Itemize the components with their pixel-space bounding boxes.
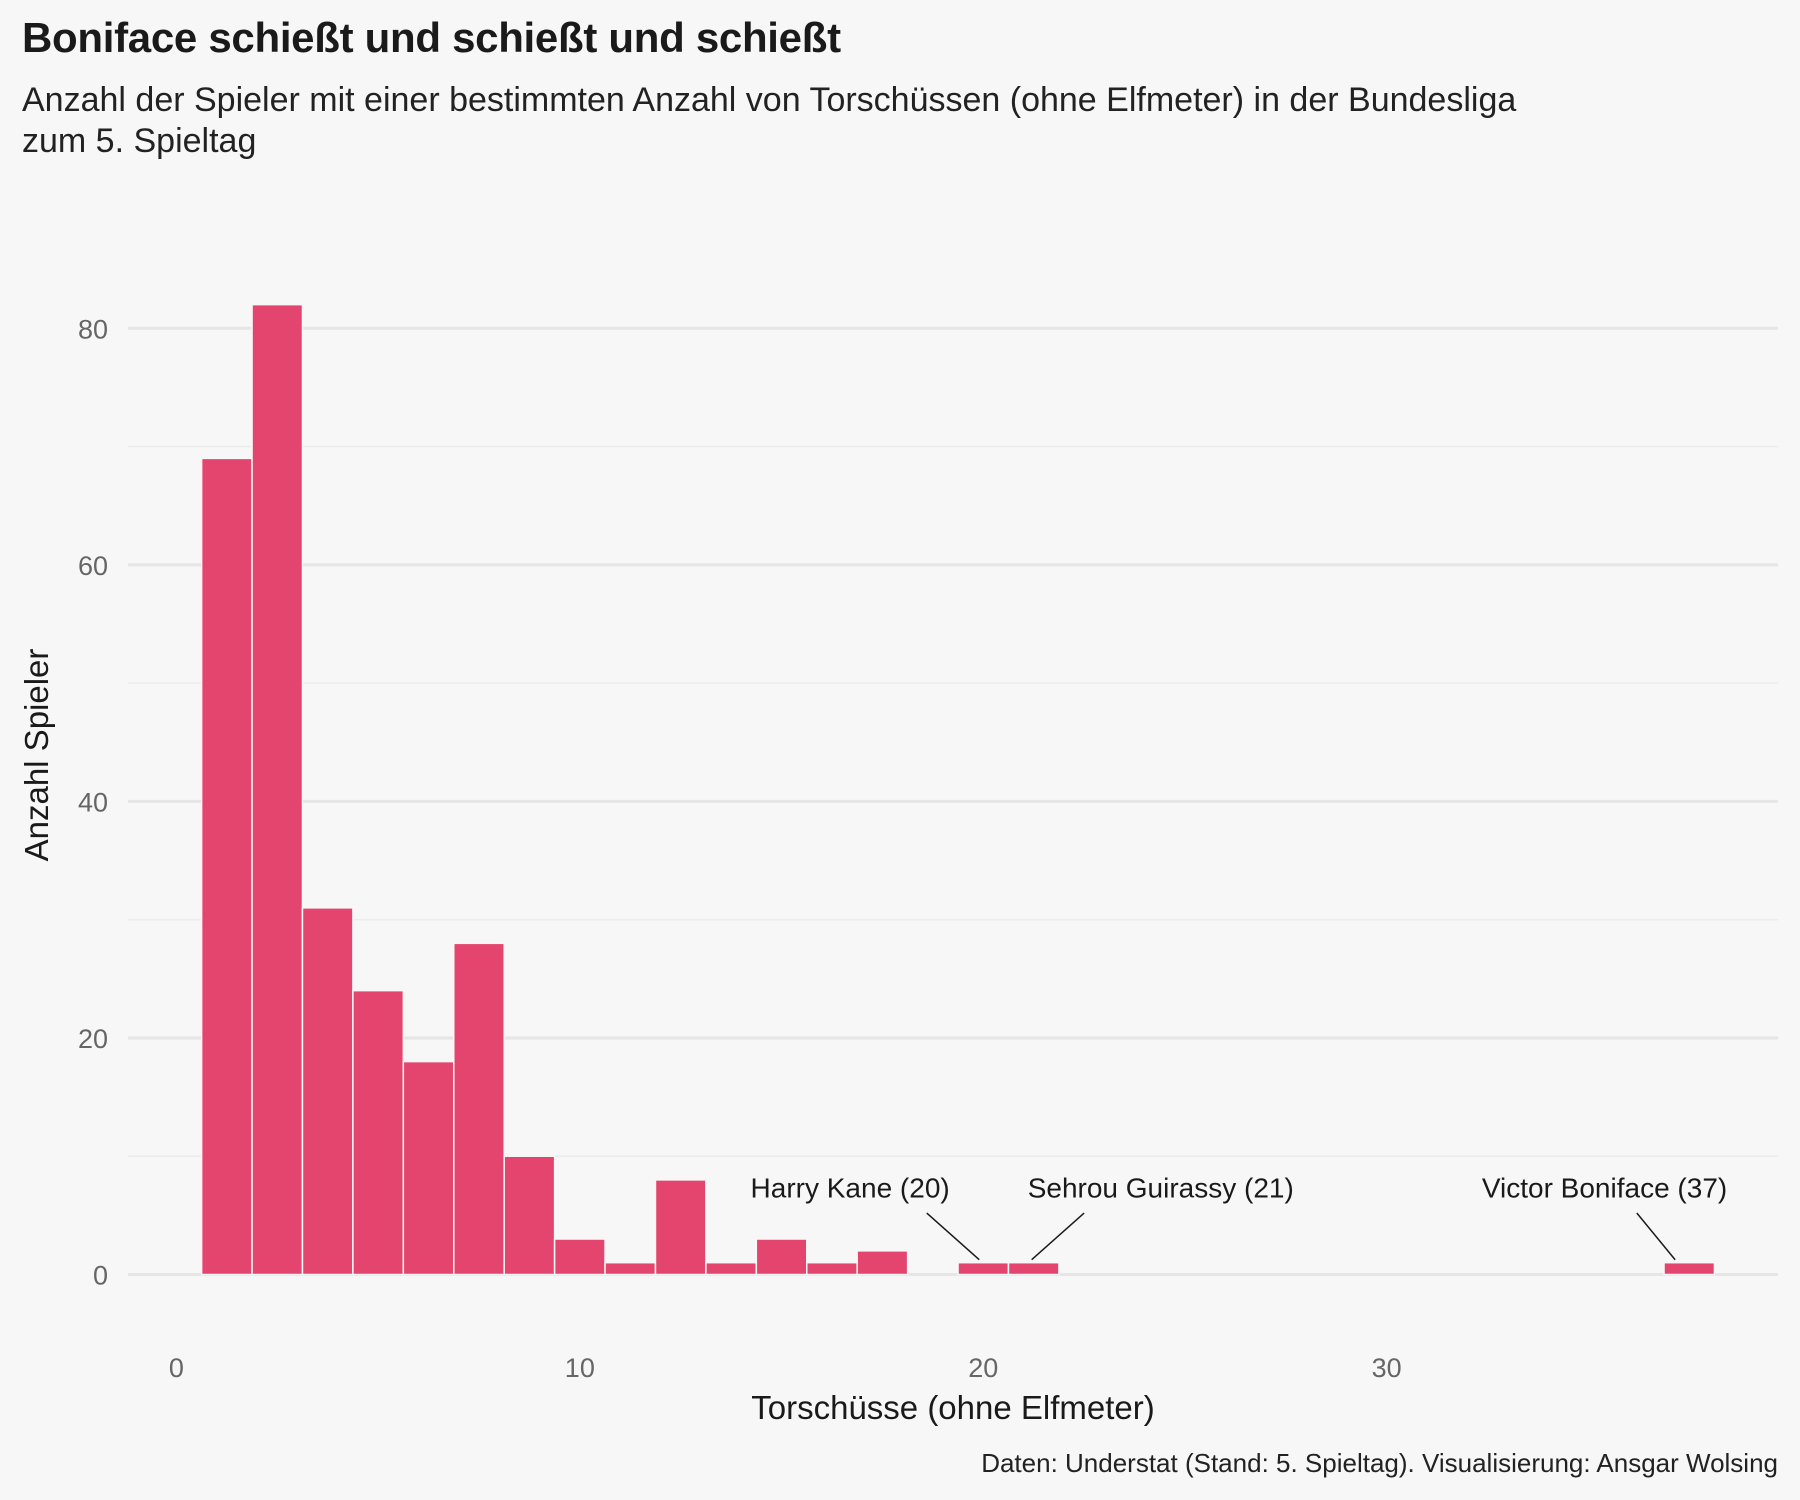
annotation-label: Harry Kane (20) xyxy=(751,1173,950,1204)
histogram-bar xyxy=(453,942,505,1276)
histogram-bar xyxy=(856,1250,909,1276)
histogram-bar xyxy=(553,1238,606,1276)
histogram-bar xyxy=(957,1261,1010,1276)
y-axis-title: Anzahl Spieler xyxy=(18,649,55,862)
x-tick-label: 20 xyxy=(968,1353,998,1383)
histogram-bars xyxy=(200,303,1716,1276)
y-tick-label: 80 xyxy=(78,314,108,344)
y-tick-label: 20 xyxy=(78,1024,108,1054)
y-tick-label: 40 xyxy=(78,787,108,817)
annotation-leader-line xyxy=(1636,1212,1676,1261)
histogram-bar xyxy=(1007,1261,1060,1276)
histogram-bar xyxy=(301,907,354,1276)
histogram-bar xyxy=(352,989,405,1276)
histogram-bar xyxy=(200,457,253,1276)
annotation-leader-line xyxy=(1031,1212,1085,1261)
chart-caption: Daten: Understat (Stand: 5. Spieltag). V… xyxy=(981,1448,1778,1478)
y-tick-label: 0 xyxy=(93,1261,108,1291)
x-tick-label: 0 xyxy=(169,1353,184,1383)
x-tick-label: 30 xyxy=(1372,1353,1402,1383)
histogram-bar xyxy=(251,303,304,1276)
histogram-bar xyxy=(503,1155,556,1276)
x-tick-label: 10 xyxy=(565,1353,595,1383)
chart-subtitle: Anzahl der Spieler mit einer bestimmten … xyxy=(22,81,1517,160)
chart-title: Boniface schießt und schießt und schießt xyxy=(22,14,841,61)
histogram-bar xyxy=(705,1261,758,1276)
x-axis-title: Torschüsse (ohne Elfmeter) xyxy=(751,1389,1155,1426)
y-tick-label: 60 xyxy=(78,551,108,581)
histogram-bar xyxy=(604,1261,657,1276)
histogram-bar xyxy=(806,1261,858,1276)
axis-ticks: 0 20 40 60 80 0 10 20 30 xyxy=(78,314,1402,1383)
annotation-leader-line xyxy=(926,1212,980,1261)
histogram-bar xyxy=(402,1060,455,1276)
histogram-bar xyxy=(755,1238,808,1276)
histogram-bar xyxy=(654,1179,707,1276)
annotation-label: Victor Boniface (37) xyxy=(1482,1173,1727,1204)
annotation-label: Sehrou Guirassy (21) xyxy=(1028,1173,1294,1204)
annotations: Harry Kane (20) Sehrou Guirassy (21) Victo… xyxy=(751,1173,1727,1261)
histogram-bar xyxy=(1663,1261,1716,1276)
